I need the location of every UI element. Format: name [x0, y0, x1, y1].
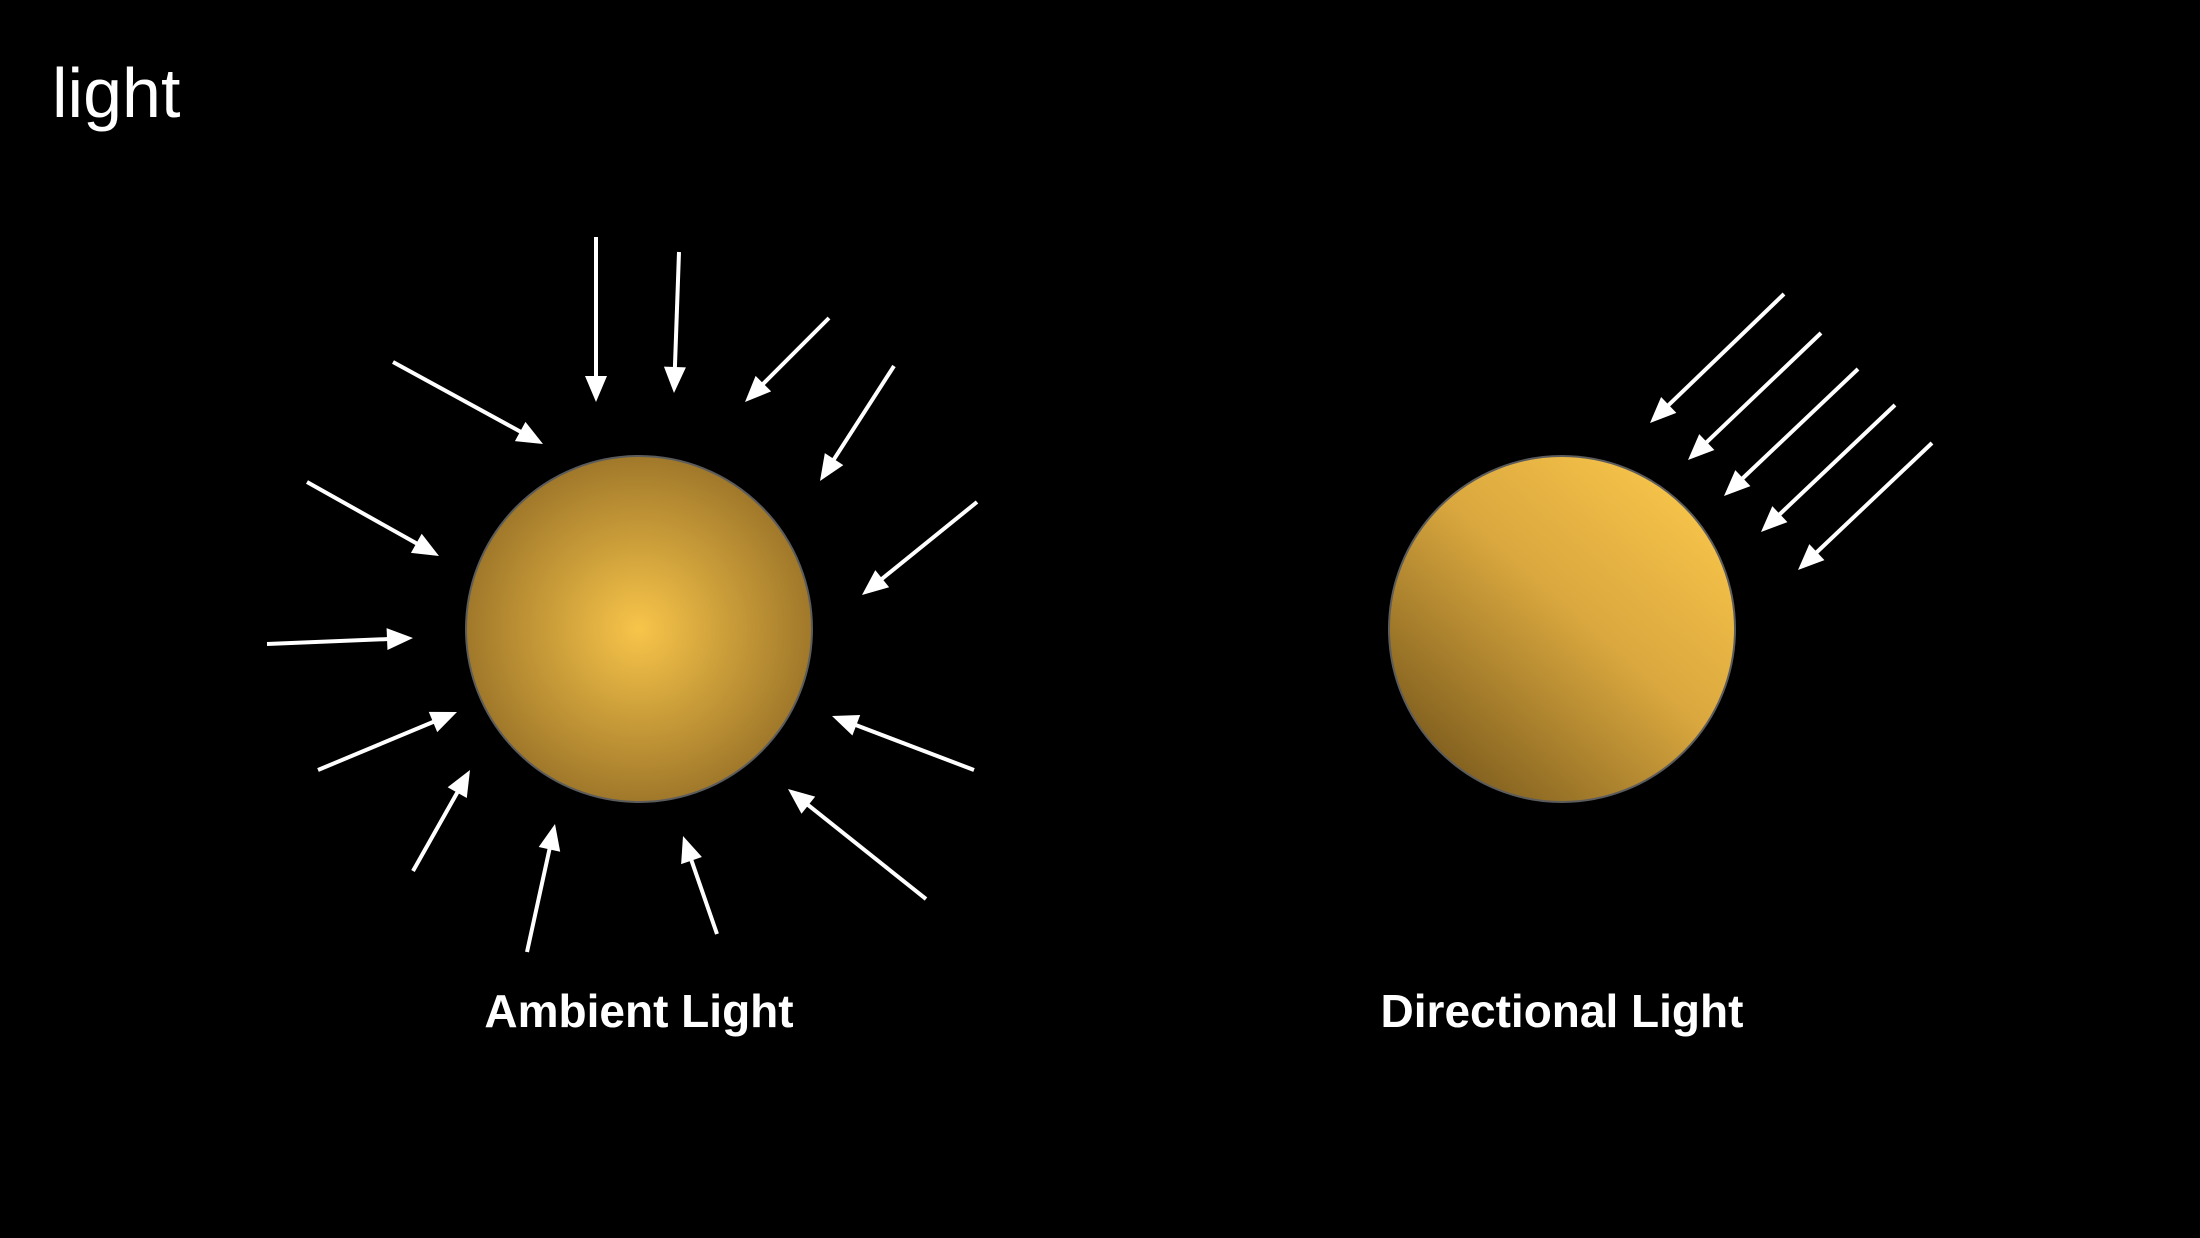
light-ray-arrow — [1688, 331, 1823, 460]
directional-arrows — [1650, 292, 1934, 570]
arrow-head — [410, 533, 439, 556]
arrow-head — [1650, 397, 1677, 423]
arrow-shaft — [760, 316, 831, 387]
ambient-light-label: Ambient Light — [484, 985, 794, 1037]
arrow-head — [428, 711, 457, 733]
arrow-head — [538, 824, 561, 852]
arrow-head — [514, 421, 543, 444]
arrow-shaft — [1777, 403, 1897, 517]
arrow-shaft — [266, 636, 390, 646]
arrow-head — [1724, 470, 1751, 496]
ambient-light-panel — [266, 237, 979, 953]
arrow-head — [663, 366, 686, 393]
light-ray-arrow — [1798, 441, 1934, 570]
light-ray-arrow — [1761, 403, 1897, 532]
ambient-arrows — [266, 237, 979, 953]
light-ray-arrow — [306, 480, 439, 556]
arrow-head — [788, 789, 816, 814]
arrow-shaft — [1740, 367, 1860, 481]
arrow-shaft — [805, 802, 928, 901]
arrow-head — [1688, 434, 1715, 460]
arrow-head — [1798, 544, 1825, 570]
light-ray-arrow — [820, 364, 896, 481]
light-ray-arrow — [585, 237, 607, 402]
light-ray-arrow — [745, 316, 831, 402]
arrow-head — [681, 836, 702, 865]
light-ray-arrow — [663, 251, 686, 393]
light-ray-arrow — [411, 770, 470, 872]
arrow-head — [820, 453, 844, 481]
slide-title: light — [52, 54, 181, 132]
arrow-shaft — [317, 719, 436, 772]
arrow-shaft — [1665, 292, 1786, 408]
arrow-shaft — [831, 364, 896, 462]
light-ray-arrow — [1724, 367, 1860, 496]
light-ray-arrow — [681, 836, 719, 935]
arrow-head — [386, 628, 413, 651]
arrow-shaft — [1814, 441, 1934, 555]
light-ray-arrow — [1650, 292, 1786, 423]
arrow-head — [585, 376, 607, 402]
arrow-shaft — [525, 847, 552, 953]
light-ray-arrow — [788, 789, 928, 901]
directional-light-label: Directional Light — [1380, 985, 1744, 1037]
arrow-head — [745, 375, 772, 402]
arrow-shaft — [392, 360, 523, 435]
arrow-shaft — [411, 789, 460, 872]
light-ray-arrow — [317, 711, 457, 772]
arrow-head — [862, 570, 890, 595]
light-ray-arrow — [525, 824, 561, 953]
directional-sphere — [1388, 455, 1736, 803]
light-ray-arrow — [862, 500, 979, 595]
arrow-head — [447, 770, 470, 799]
light-ray-arrow — [392, 360, 543, 444]
arrow-shaft — [1703, 331, 1823, 445]
arrow-shaft — [672, 251, 681, 370]
arrow-shaft — [879, 500, 979, 582]
arrow-head — [832, 714, 861, 736]
light-ray-arrow — [266, 628, 413, 651]
arrow-shaft — [853, 722, 975, 772]
arrow-shaft — [688, 858, 719, 935]
arrow-shaft — [306, 480, 420, 547]
directional-light-panel — [1388, 292, 1934, 803]
arrow-head — [1761, 506, 1788, 532]
ambient-sphere — [465, 455, 813, 803]
light-ray-arrow — [832, 714, 975, 772]
